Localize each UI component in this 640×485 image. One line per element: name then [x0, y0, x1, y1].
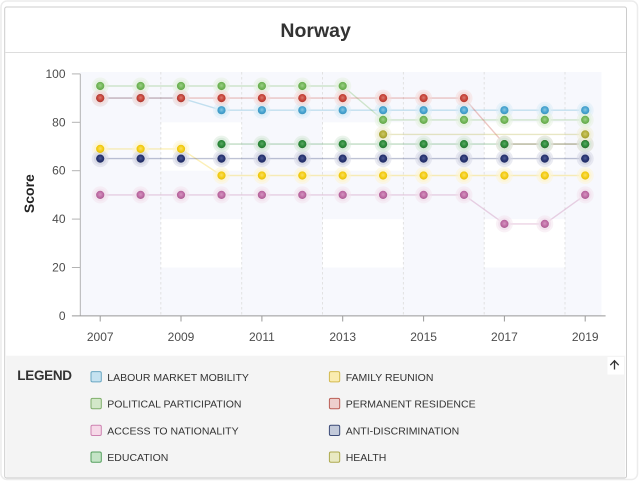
svg-text:2015: 2015 [410, 330, 437, 344]
svg-text:Norway: Norway [280, 20, 351, 42]
svg-text:2013: 2013 [329, 330, 356, 344]
svg-text:Score: Score [21, 174, 37, 213]
svg-text:PERMANENT RESIDENCE: PERMANENT RESIDENCE [346, 399, 476, 411]
svg-text:2019: 2019 [572, 330, 599, 344]
svg-text:2009: 2009 [168, 330, 195, 344]
svg-text:20: 20 [52, 261, 66, 275]
svg-text:LEGEND: LEGEND [17, 368, 72, 383]
svg-text:LABOUR MARKET MOBILITY: LABOUR MARKET MOBILITY [107, 372, 249, 384]
svg-text:EDUCATION: EDUCATION [107, 452, 168, 464]
svg-text:2017: 2017 [491, 330, 518, 344]
svg-text:100: 100 [45, 67, 65, 81]
svg-text:80: 80 [52, 115, 66, 129]
svg-text:ANTI-DISCRIMINATION: ANTI-DISCRIMINATION [346, 425, 460, 437]
svg-text:40: 40 [52, 212, 66, 226]
svg-text:0: 0 [59, 309, 66, 323]
svg-text:2007: 2007 [87, 330, 114, 344]
svg-text:2011: 2011 [249, 330, 275, 344]
svg-text:60: 60 [52, 164, 66, 178]
svg-text:FAMILY REUNION: FAMILY REUNION [346, 372, 434, 384]
svg-text:POLITICAL PARTICIPATION: POLITICAL PARTICIPATION [107, 399, 241, 411]
svg-text:ACCESS TO NATIONALITY: ACCESS TO NATIONALITY [107, 425, 238, 437]
svg-text:HEALTH: HEALTH [346, 452, 387, 464]
